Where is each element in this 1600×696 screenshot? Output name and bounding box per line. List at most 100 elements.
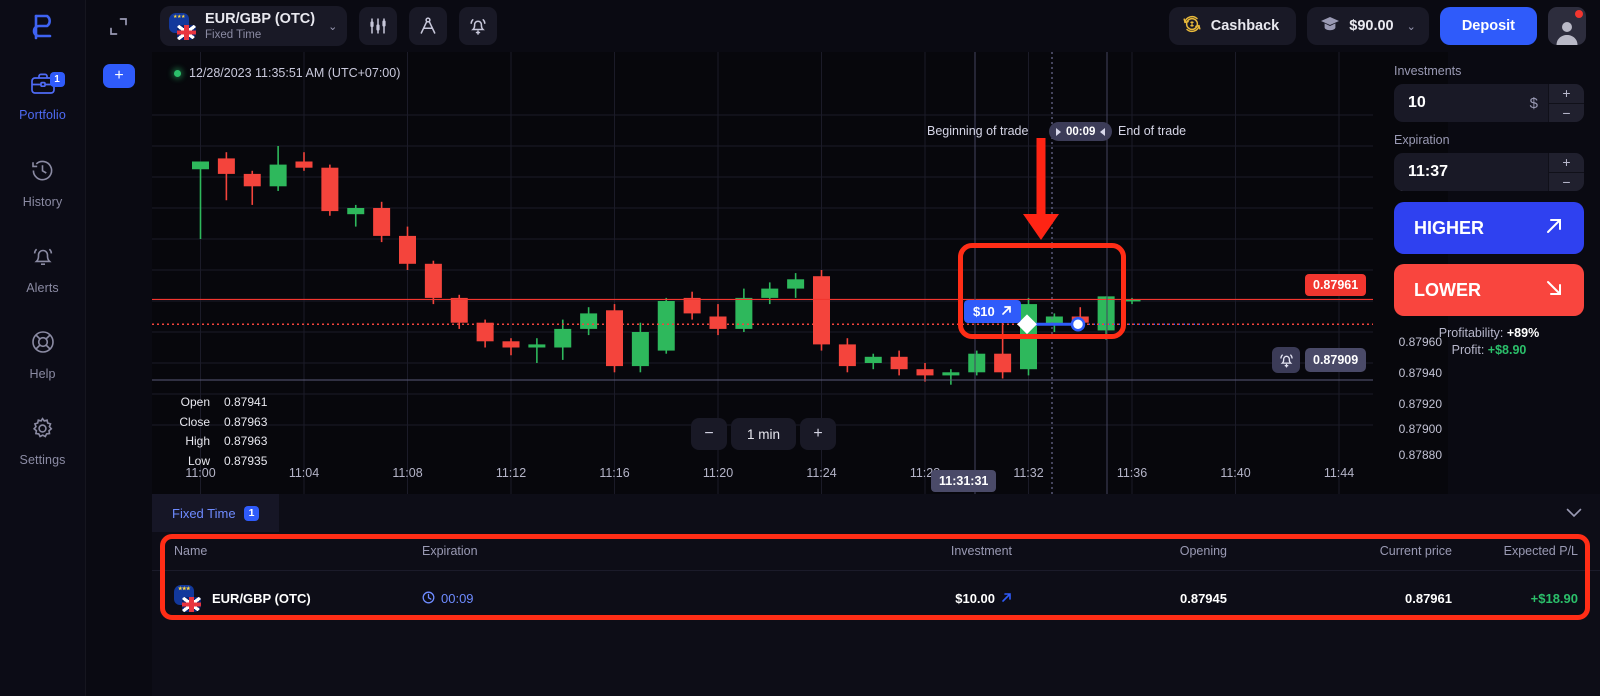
tab-count-badge: 1 (243, 505, 260, 521)
cell-expected-pl: +$18.90 (1530, 591, 1578, 606)
svg-text:11:36: 11:36 (1117, 466, 1147, 480)
expiration-decrease-button[interactable]: − (1562, 173, 1571, 190)
positions-panel: Fixed Time 1 Name Expiration Investment … (152, 494, 1600, 696)
cashback-coin-icon (1182, 14, 1202, 38)
svg-text:11:00: 11:00 (185, 466, 215, 480)
current-price-tag: 0.87961 (1305, 274, 1367, 296)
investment-input[interactable] (1394, 94, 1530, 112)
sidebar-item-help[interactable]: Help (0, 312, 86, 398)
profit-value: +$8.90 (1487, 343, 1527, 357)
eu-gb-flag-icon (174, 585, 201, 612)
brand-logo[interactable] (0, 0, 85, 54)
sidebar-item-history[interactable]: History (0, 140, 86, 226)
profitability-value: +89% (1506, 326, 1540, 340)
cell-opening: 0.87945 (1180, 591, 1227, 606)
ohlc-value-high: 0.87963 (224, 434, 268, 448)
bell-icon (31, 244, 55, 274)
session-timestamp: 12/28/2023 11:35:51 AM (UTC+07:00) (174, 66, 400, 80)
brand-b-logo-icon (32, 14, 51, 40)
higher-label: HIGHER (1414, 217, 1485, 238)
table-row[interactable]: EUR/GBP (OTC) 00:09 $10 (152, 571, 1600, 627)
countdown-right-arrow-icon (1100, 127, 1106, 136)
tab-label: Fixed Time (172, 505, 236, 521)
timeframe-increase-button[interactable]: + (800, 418, 837, 450)
arrow-up-right-icon (1001, 304, 1012, 319)
investment-increase-button[interactable]: + (1549, 84, 1584, 104)
session-timestamp-text: 12/28/2023 11:35:51 AM (UTC+07:00) (189, 66, 401, 80)
profitability-label: Profitability: (1438, 326, 1507, 340)
svg-text:11:32: 11:32 (1013, 466, 1043, 480)
table-header-row: Name Expiration Investment Opening Curre… (152, 532, 1600, 571)
timeframe-control: − 1 min + (691, 418, 837, 450)
column-header-opening: Opening (1012, 532, 1227, 571)
alert-add-icon[interactable] (459, 7, 498, 45)
price-tick: 0.87900 (1398, 422, 1442, 436)
column-header-name: Name (152, 532, 422, 571)
higher-button[interactable]: HIGHER (1394, 202, 1584, 254)
asset-selector[interactable]: EUR/GBP (OTC) Fixed Time ⌄ (160, 6, 348, 46)
sidebar-item-settings[interactable]: Settings (0, 398, 86, 484)
svg-text:11:44: 11:44 (1324, 466, 1354, 480)
timeframe-value[interactable]: 1 min (731, 418, 797, 450)
column-header-investment: Investment (792, 532, 1012, 571)
expiration-label: Expiration (1394, 133, 1450, 147)
expiration-input[interactable] (1394, 163, 1548, 181)
expiration-field[interactable]: + − (1394, 153, 1584, 191)
beginning-of-trade-label: Beginning of trade (927, 124, 1029, 138)
investment-field[interactable]: $ + − (1394, 84, 1584, 122)
sidebar-item-portfolio[interactable]: 1 Portfolio (0, 54, 86, 140)
sidebar-item-label-help: Help (29, 367, 56, 381)
timeframe-decrease-button[interactable]: − (691, 418, 727, 450)
live-status-dot (174, 69, 181, 77)
cashback-button[interactable]: Cashback (1168, 7, 1297, 45)
balance-selector[interactable]: $90.00 ⌄ (1307, 7, 1429, 45)
ohlc-key-low: Low (187, 453, 210, 468)
cell-investment: $10.00 (792, 571, 1012, 627)
chevron-down-icon: ⌄ (328, 20, 338, 33)
arrow-up-right-icon (1544, 216, 1564, 241)
chevron-down-icon[interactable] (1566, 506, 1582, 521)
chart-add-column: + (86, 0, 152, 696)
time-cursor-badge: 11:31:31 (931, 470, 997, 492)
add-chart-button[interactable]: + (103, 64, 135, 88)
cell-current-price: 0.87961 (1405, 591, 1452, 606)
drawing-compass-icon[interactable] (409, 7, 448, 45)
positions-table: Name Expiration Investment Opening Curre… (152, 532, 1600, 626)
lower-button[interactable]: LOWER (1394, 264, 1584, 316)
open-trade-marker[interactable]: $10 (964, 300, 1021, 323)
user-avatar-icon[interactable] (1548, 7, 1586, 45)
countdown-badge: 00:09 (1049, 122, 1113, 141)
expand-arrows-icon[interactable] (98, 6, 138, 46)
svg-text:11:08: 11:08 (392, 466, 422, 480)
indicators-icon[interactable] (359, 7, 398, 45)
asset-title: EUR/GBP (OTC) (205, 10, 316, 27)
arrow-down-right-icon (1544, 278, 1564, 303)
svg-text:11:40: 11:40 (1220, 466, 1250, 480)
price-tick: 0.87880 (1398, 448, 1442, 462)
tab-fixed-time[interactable]: Fixed Time 1 (152, 494, 280, 532)
balance-amount: $90.00 (1349, 18, 1394, 34)
currency-symbol: $ (1529, 94, 1538, 112)
sidebar-item-label-alerts: Alerts (26, 280, 59, 295)
ohlc-value-open: 0.87941 (224, 395, 268, 409)
candlestick-canvas: 11:00 11:04 11:08 11:12 11:16 11:20 11:24 11:28… (152, 52, 1373, 494)
price-chart[interactable]: 11:00 11:04 11:08 11:12 11:16 11:20 11:24 11:28… (152, 52, 1373, 494)
price-tick: 0.87920 (1398, 397, 1442, 411)
expiration-increase-button[interactable]: + (1549, 153, 1584, 173)
sidebar-item-label-history: History (22, 194, 63, 209)
svg-text:11:16: 11:16 (599, 466, 629, 480)
profit-label: Profit: (1451, 343, 1488, 357)
lifebuoy-icon (30, 329, 56, 360)
svg-text:11:20: 11:20 (703, 466, 733, 480)
lower-label: LOWER (1414, 279, 1481, 300)
position-expiration: 00:09 (441, 591, 474, 606)
deposit-button[interactable]: Deposit (1439, 7, 1537, 45)
investment-decrease-button[interactable]: − (1562, 104, 1571, 121)
column-header-expected-pl: Expected P/L (1452, 532, 1600, 571)
end-of-trade-label: End of trade (1118, 124, 1187, 138)
ohlc-readout: Open 0.87941 Close 0.87963 High 0.87963 Low… (162, 392, 269, 472)
countdown-left-arrow-icon (1056, 127, 1061, 136)
bell-plus-icon[interactable] (1272, 347, 1300, 373)
sidebar-item-alerts[interactable]: Alerts (0, 226, 86, 312)
top-toolbar: EUR/GBP (OTC) Fixed Time ⌄ (86, 0, 1600, 52)
